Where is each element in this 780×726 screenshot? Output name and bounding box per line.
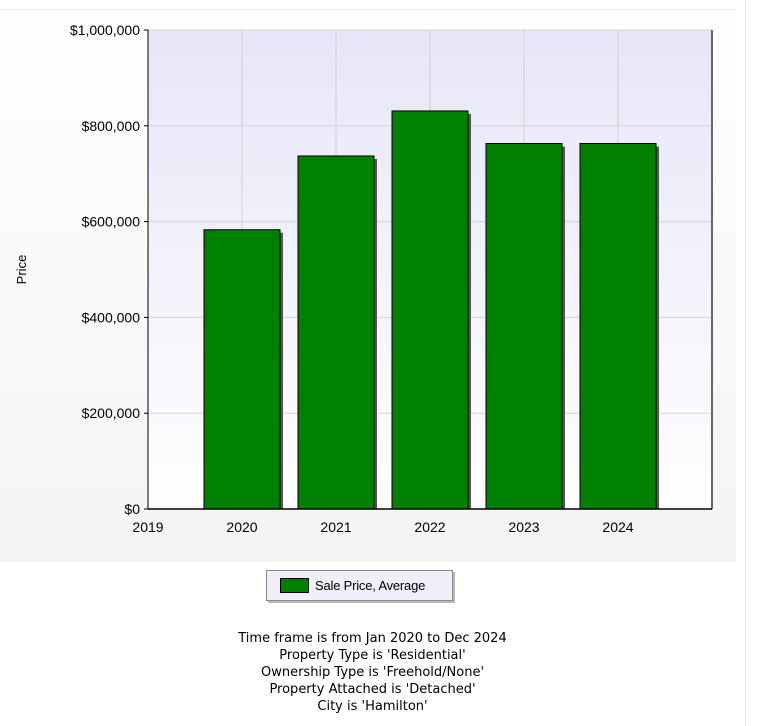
legend-swatch — [280, 578, 309, 593]
bar-2024 — [579, 143, 657, 510]
bar-2023 — [485, 143, 563, 510]
x-tick-label: 2022 — [414, 519, 445, 535]
y-tick-label: $0 — [124, 501, 140, 517]
x-tick-label: 2023 — [508, 519, 539, 535]
y-axis-label: Price — [14, 255, 29, 285]
x-tick-label: 2021 — [320, 519, 351, 535]
criteria-ownership-type: Ownership Type is 'Freehold/None' — [260, 665, 485, 680]
bar-2020 — [203, 229, 281, 510]
criteria-property-type: Property Type is 'Residential' — [279, 648, 466, 663]
y-tick-label: $400,000 — [82, 309, 141, 325]
bars — [203, 110, 659, 510]
x-tick-label: 2024 — [602, 519, 633, 535]
tick-labels: $0 $200,000 $400,000 $600,000 $800,000 $1,000… — [70, 22, 634, 535]
search-criteria: Time frame is from Jan 2020 to Dec 2024 … — [0, 630, 745, 715]
x-tick-label: 2020 — [226, 519, 257, 535]
bar-2022 — [391, 110, 469, 510]
x-tick-label: 2019 — [132, 519, 163, 535]
legend-label: Sale Price, Average — [315, 578, 426, 593]
bar-chart: $0 $200,000 $400,000 $600,000 $800,000 $1,000… — [14, 22, 713, 535]
criteria-city: City is 'Hamilton' — [317, 699, 428, 714]
criteria-property-attached: Property Attached is 'Detached' — [269, 682, 476, 697]
y-tick-label: $1,000,000 — [70, 22, 140, 38]
right-divider — [745, 0, 746, 726]
y-tick-label: $200,000 — [82, 405, 141, 421]
y-tick-label: $600,000 — [82, 214, 141, 230]
bar-2021 — [297, 155, 375, 510]
criteria-timeframe: Time frame is from Jan 2020 to Dec 2024 — [238, 631, 507, 646]
top-divider — [0, 9, 736, 10]
y-tick-label: $800,000 — [82, 118, 141, 134]
axes — [144, 29, 713, 510]
chart-legend: Sale Price, Average — [266, 570, 453, 601]
